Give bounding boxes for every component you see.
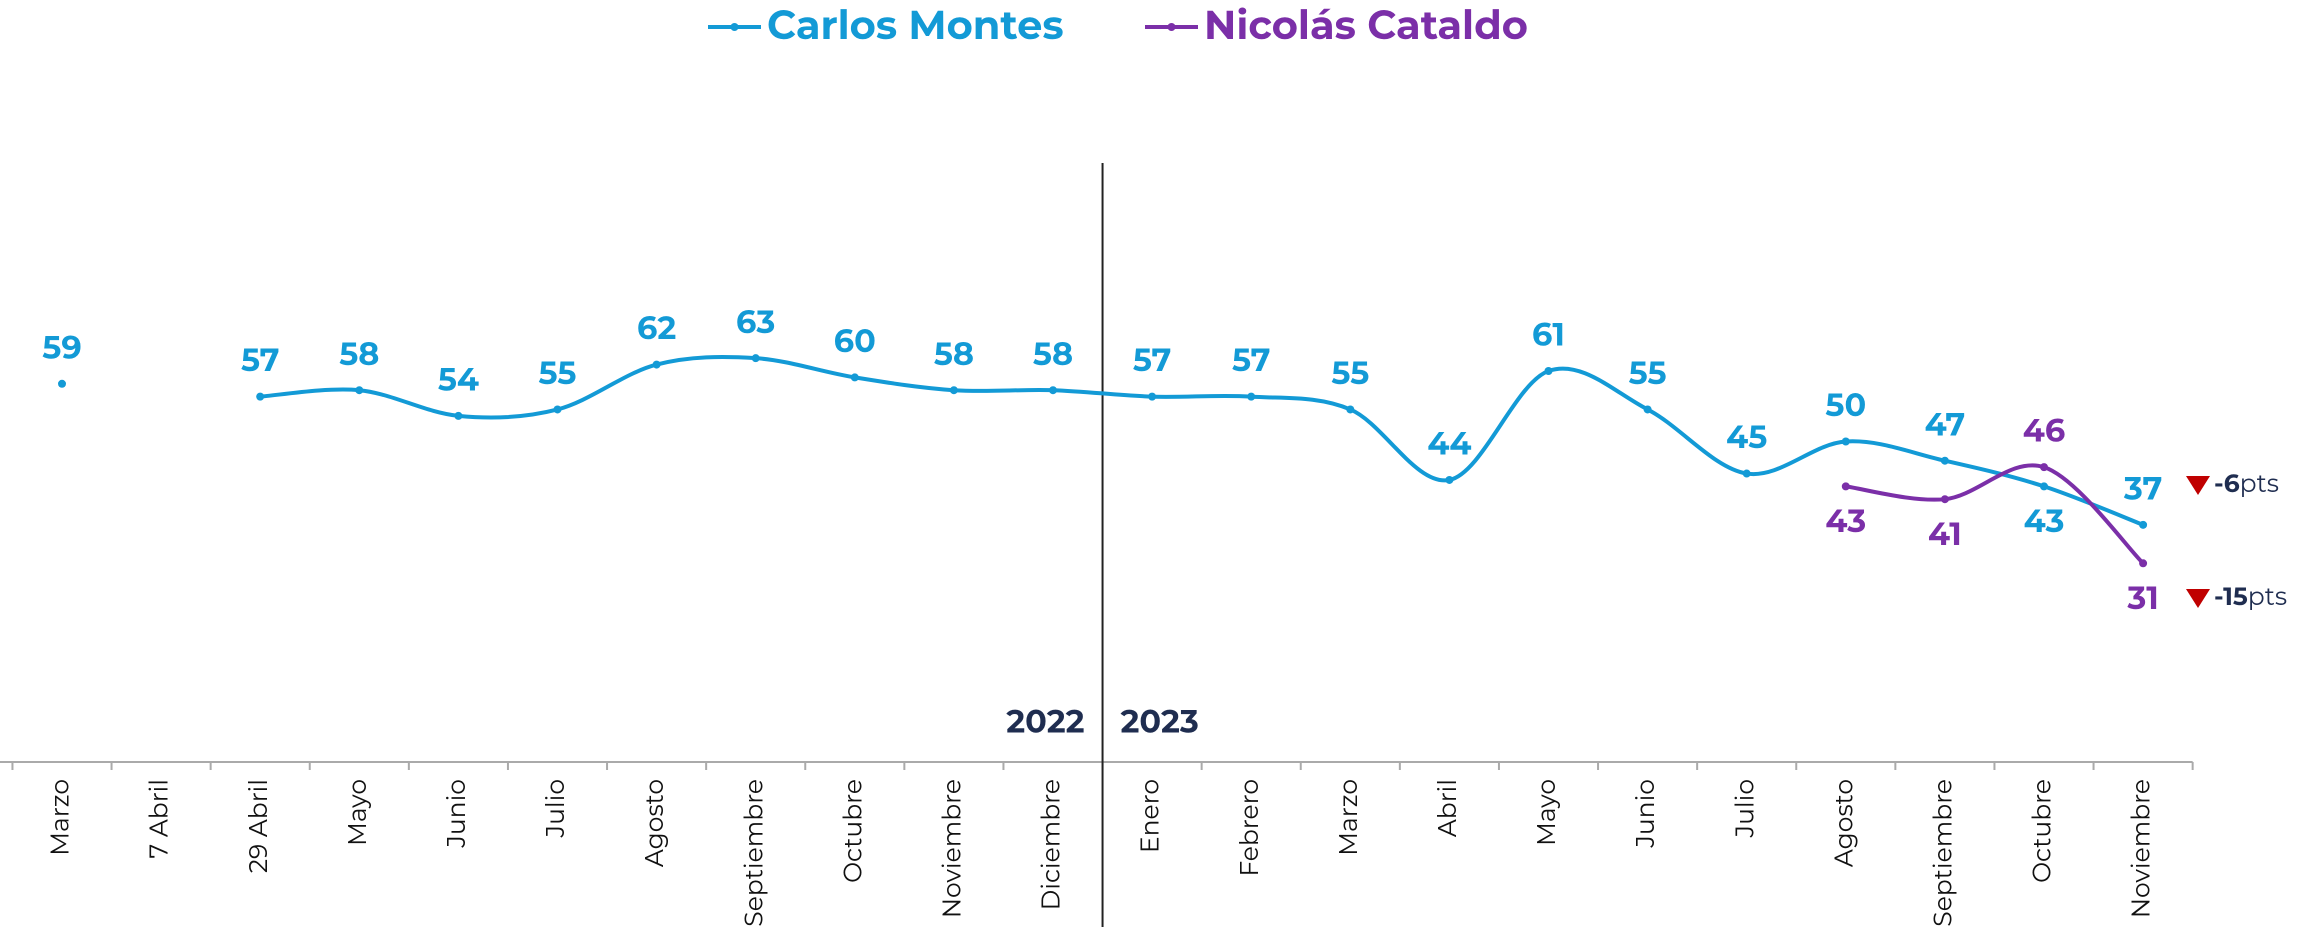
point xyxy=(256,392,265,401)
x-tick-label: Febrero xyxy=(1235,779,1265,877)
point xyxy=(1940,495,1949,504)
data-label: 54 xyxy=(438,360,479,399)
data-label: 59 xyxy=(42,328,81,367)
series-line xyxy=(260,354,2144,527)
data-label: 60 xyxy=(834,322,876,361)
legend-marker xyxy=(1167,23,1176,31)
x-tick-label: Enero xyxy=(1136,779,1166,853)
data-label: 58 xyxy=(934,335,974,374)
year-label: 2023 xyxy=(1121,703,1199,742)
data-label: 45 xyxy=(1726,418,1767,457)
x-tick-label: Septiembre xyxy=(739,779,769,927)
x-tick-label: 29 Abril xyxy=(244,779,274,873)
x-tick-label: Agosto xyxy=(640,779,670,867)
data-label: 62 xyxy=(637,309,676,348)
point xyxy=(652,360,661,369)
point xyxy=(454,411,463,420)
down-triangle xyxy=(2186,476,2210,495)
data-label: 43 xyxy=(1825,502,1866,541)
data-label: 58 xyxy=(339,335,379,374)
data-label: 31 xyxy=(2126,579,2159,618)
x-tick-label: Junio xyxy=(442,779,472,849)
down-triangle xyxy=(2186,589,2210,608)
point xyxy=(355,386,364,395)
annotation-value: -15 xyxy=(2214,582,2248,612)
annotation-unit: pts xyxy=(2240,469,2279,499)
point xyxy=(1148,392,1157,401)
legend-marker xyxy=(730,23,739,31)
x-tick-label: Mayo xyxy=(343,779,373,846)
x-tick-label: Noviembre xyxy=(2127,779,2157,918)
data-label: 37 xyxy=(2123,469,2163,508)
data-label: 41 xyxy=(1928,515,1962,554)
legend-label: Nicolás Cataldo xyxy=(1204,1,1528,50)
x-tick-label: 7 Abril xyxy=(145,779,175,858)
point xyxy=(1247,392,1256,401)
annotation: -15pts xyxy=(2214,582,2287,612)
data-label: 57 xyxy=(1133,341,1172,380)
series-line xyxy=(1845,463,2145,565)
annotation: -6pts xyxy=(2214,469,2279,499)
data-label: 55 xyxy=(539,354,577,393)
point xyxy=(1445,475,1454,484)
point xyxy=(949,386,958,395)
point xyxy=(1940,456,1949,465)
point xyxy=(2040,482,2048,491)
x-tick-label: Agosto xyxy=(1829,779,1859,867)
data-label: 43 xyxy=(2024,502,2065,541)
point xyxy=(751,354,760,363)
x-tick-label: Mayo xyxy=(1532,779,1562,846)
x-tick-label: Julio xyxy=(541,779,571,838)
point xyxy=(1742,469,1751,478)
point xyxy=(2139,520,2148,529)
point xyxy=(2040,463,2048,472)
data-label: 50 xyxy=(1825,386,1866,425)
x-tick-label: Septiembre xyxy=(1928,779,1958,927)
point xyxy=(1643,405,1652,414)
data-label: 47 xyxy=(1925,405,1966,444)
data-label: 46 xyxy=(2023,412,2065,451)
x-tick-label: Marzo xyxy=(46,779,76,856)
point xyxy=(58,379,66,388)
data-label: 57 xyxy=(241,341,280,380)
x-tick-label: Julio xyxy=(1730,779,1760,838)
data-label: 55 xyxy=(1629,354,1667,393)
x-tick-label: Octubre xyxy=(2028,779,2058,883)
data-label: 55 xyxy=(1331,354,1369,393)
x-tick-label: Junio xyxy=(1631,779,1661,849)
data-label: 61 xyxy=(1532,316,1565,355)
x-tick-label: Diciembre xyxy=(1037,779,1067,910)
point xyxy=(1346,405,1355,414)
point xyxy=(553,405,562,414)
x-tick-label: Noviembre xyxy=(937,779,967,918)
x-tick-label: Abril xyxy=(1433,779,1463,837)
data-label: 44 xyxy=(1427,425,1471,464)
data-label: 58 xyxy=(1033,335,1073,374)
point xyxy=(1841,482,1850,491)
annotation-unit: pts xyxy=(2248,582,2287,612)
legend-label: Carlos Montes xyxy=(767,1,1064,50)
point xyxy=(1049,386,1057,395)
data-label: 63 xyxy=(736,303,775,342)
point xyxy=(2139,559,2148,568)
x-tick-label: Octubre xyxy=(838,779,868,883)
point xyxy=(1841,437,1850,446)
data-label: 57 xyxy=(1232,341,1271,380)
point xyxy=(850,373,859,382)
year-label: 2022 xyxy=(1006,703,1084,742)
annotation-value: -6 xyxy=(2214,469,2240,499)
point xyxy=(1544,366,1553,375)
x-tick-label: Marzo xyxy=(1334,779,1364,856)
